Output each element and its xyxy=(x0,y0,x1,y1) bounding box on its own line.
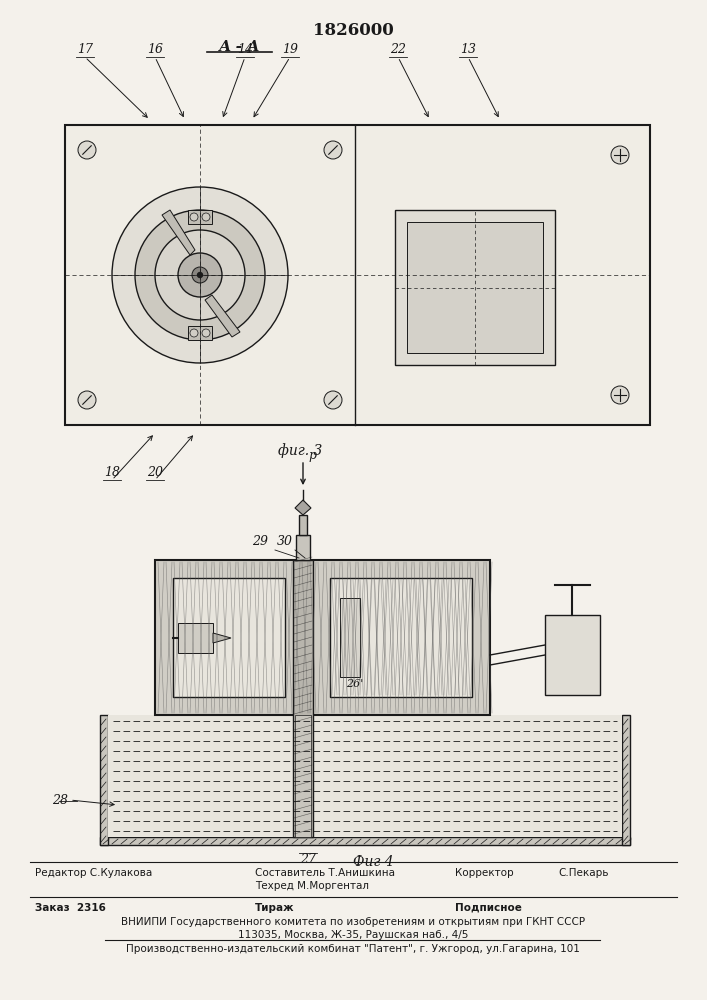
Text: Подписное: Подписное xyxy=(455,903,522,913)
Circle shape xyxy=(190,329,198,337)
Text: 17: 17 xyxy=(77,43,93,56)
Circle shape xyxy=(324,141,342,159)
Circle shape xyxy=(192,267,208,283)
Circle shape xyxy=(611,146,629,164)
Bar xyxy=(395,210,555,365)
Bar xyxy=(100,837,630,845)
Text: 20: 20 xyxy=(147,466,163,479)
Bar xyxy=(295,715,311,837)
Bar xyxy=(188,210,212,224)
Text: 14: 14 xyxy=(237,43,253,56)
Polygon shape xyxy=(205,295,240,337)
Text: А - А: А - А xyxy=(219,40,261,54)
Polygon shape xyxy=(295,500,311,515)
Circle shape xyxy=(611,386,629,404)
Bar xyxy=(340,598,360,677)
Text: 26': 26' xyxy=(346,679,363,689)
Bar xyxy=(407,222,543,353)
Text: 30: 30 xyxy=(277,535,293,548)
Text: 18: 18 xyxy=(104,466,120,479)
Text: Производственно-издательский комбинат "Патент", г. Ужгород, ул.Гагарина, 101: Производственно-издательский комбинат "П… xyxy=(126,944,580,954)
Text: 22: 22 xyxy=(390,43,406,56)
Circle shape xyxy=(197,272,202,277)
Text: ВНИИПИ Государственного комитета по изобретениям и открытиям при ГКНТ СССР: ВНИИПИ Государственного комитета по изоб… xyxy=(121,917,585,927)
Text: р: р xyxy=(308,448,316,462)
Circle shape xyxy=(324,391,342,409)
Text: Тираж: Тираж xyxy=(255,903,295,913)
Polygon shape xyxy=(213,633,231,643)
Bar xyxy=(293,560,313,837)
Text: 16: 16 xyxy=(147,43,163,56)
Circle shape xyxy=(178,253,222,297)
Text: 1826000: 1826000 xyxy=(312,22,393,39)
Circle shape xyxy=(202,213,210,221)
Text: Редактор С.Кулакова: Редактор С.Кулакова xyxy=(35,868,152,878)
Bar xyxy=(155,560,490,715)
Bar xyxy=(178,623,213,653)
Text: Заказ  2316: Заказ 2316 xyxy=(35,903,106,913)
Text: 28: 28 xyxy=(52,794,68,808)
Text: 27: 27 xyxy=(300,853,316,866)
Bar xyxy=(545,615,600,695)
Bar xyxy=(622,715,630,845)
Circle shape xyxy=(135,210,265,340)
Bar xyxy=(108,715,622,837)
Text: Составитель Т.Анишкина: Составитель Т.Анишкина xyxy=(255,868,395,878)
Bar xyxy=(100,715,108,845)
Text: С.Пекарь: С.Пекарь xyxy=(558,868,609,878)
Polygon shape xyxy=(162,210,195,255)
Circle shape xyxy=(112,187,288,363)
Text: 113035, Москва, Ж-35, Раушская наб., 4/5: 113035, Москва, Ж-35, Раушская наб., 4/5 xyxy=(238,930,468,940)
Circle shape xyxy=(78,141,96,159)
Text: Корректор: Корректор xyxy=(455,868,513,878)
Text: 13: 13 xyxy=(460,43,476,56)
Text: фиг. 3: фиг. 3 xyxy=(278,443,322,458)
Circle shape xyxy=(190,213,198,221)
Circle shape xyxy=(78,391,96,409)
Text: Фиг 4: Фиг 4 xyxy=(353,855,393,869)
Text: 19: 19 xyxy=(282,43,298,56)
Text: Техред М.Моргентал: Техред М.Моргентал xyxy=(255,881,369,891)
Bar xyxy=(65,125,650,425)
Bar xyxy=(173,578,285,697)
Bar xyxy=(299,515,307,535)
Bar xyxy=(188,326,212,340)
Text: 29: 29 xyxy=(252,535,268,548)
Bar xyxy=(296,535,310,560)
Circle shape xyxy=(155,230,245,320)
Bar xyxy=(330,578,472,697)
Circle shape xyxy=(202,329,210,337)
